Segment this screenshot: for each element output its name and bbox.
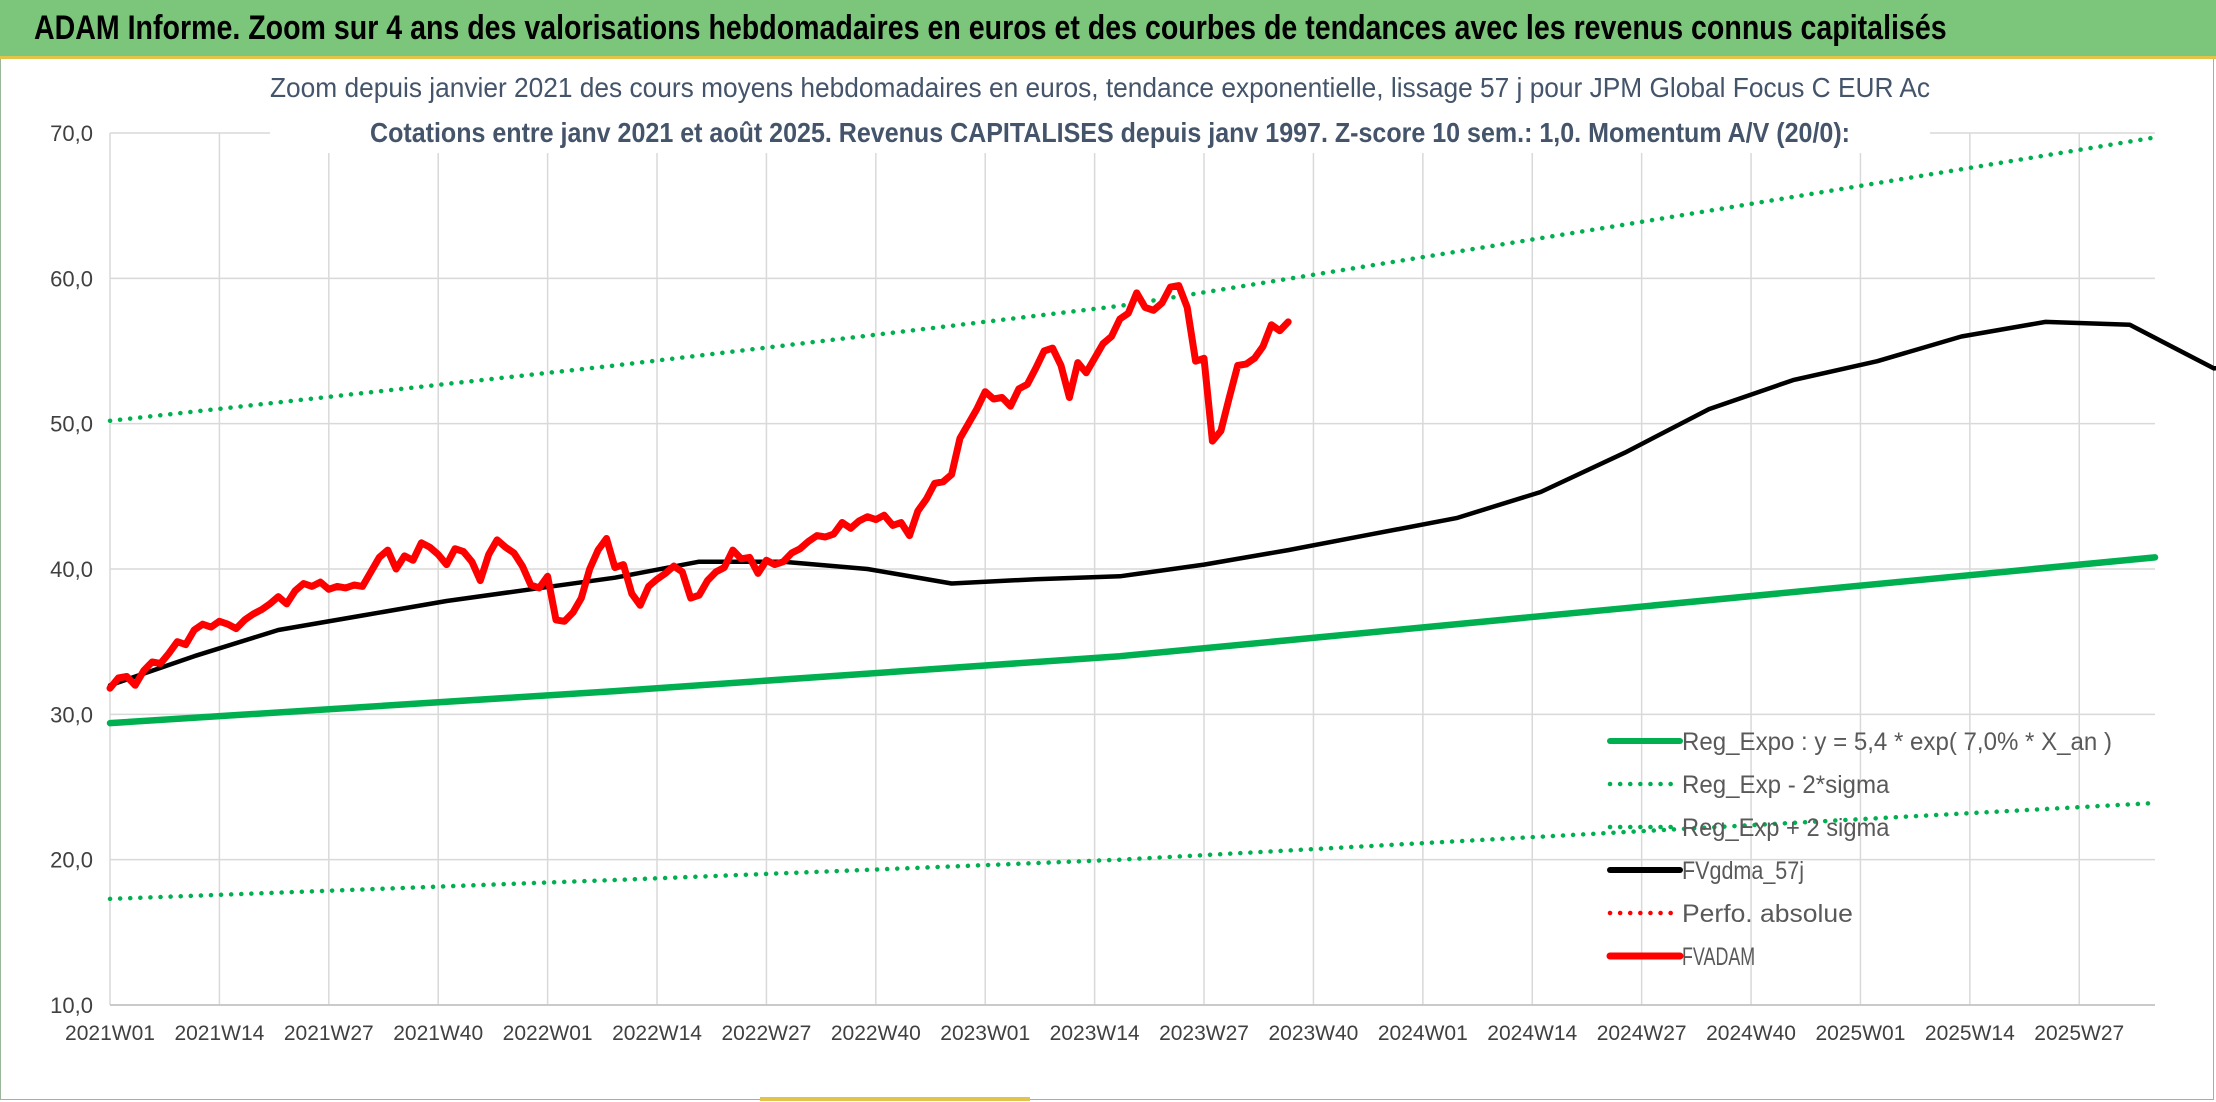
x-tick-label: 2021W40 bbox=[393, 1022, 483, 1045]
y-tick-label: 30,0 bbox=[50, 702, 93, 727]
x-tick-label: 2021W27 bbox=[284, 1022, 374, 1045]
legend-label: Reg_Exp - 2*sigma bbox=[1682, 771, 1889, 799]
x-tick-label: 2024W27 bbox=[1597, 1022, 1687, 1045]
report-title: ADAM Informe. Zoom sur 4 ans des valoris… bbox=[34, 9, 1947, 47]
legend-label: FVgdma_57j bbox=[1682, 857, 1804, 885]
y-tick-label: 10,0 bbox=[50, 993, 93, 1018]
legend-label: FVADAM bbox=[1682, 943, 1755, 971]
y-tick-label: 60,0 bbox=[50, 266, 93, 291]
series-line-reg_exp bbox=[107, 135, 2158, 424]
x-tick-label: 2023W27 bbox=[1159, 1022, 1249, 1045]
x-tick-label: 2023W14 bbox=[1050, 1022, 1140, 1045]
x-tick-label: 2022W40 bbox=[831, 1022, 921, 1045]
line-chart: 10,0 20,0 30,0 40,0 50,0 60,0 70,0 2021W01 2021W… bbox=[50, 61, 2216, 1045]
chart-title: Zoom depuis janvier 2021 des cours moyen… bbox=[270, 72, 1930, 103]
legend-label: Reg_Expo : y = 5,4 * exp( 7,0% * X_an ) bbox=[1682, 728, 2112, 756]
x-tick-label: 2022W01 bbox=[503, 1022, 593, 1045]
report-header: ADAM Informe. Zoom sur 4 ans des valoris… bbox=[0, 0, 2216, 59]
x-tick-label: 2025W01 bbox=[1815, 1022, 1905, 1045]
x-tick-label: 2023W40 bbox=[1268, 1022, 1358, 1045]
bottom-accent-bar bbox=[760, 1097, 1030, 1101]
x-tick-label: 2022W27 bbox=[721, 1022, 811, 1045]
y-tick-label: 70,0 bbox=[50, 121, 93, 146]
legend-label: Reg_Exp + 2 sigma bbox=[1682, 814, 1889, 842]
series-line-fvadam bbox=[106, 282, 1292, 692]
series-line-reg_exp bbox=[107, 800, 2158, 902]
x-tick-label: 2023W01 bbox=[940, 1022, 1030, 1045]
y-tick-label: 40,0 bbox=[50, 557, 93, 582]
legend-label: Perfo. absolue bbox=[1682, 900, 1853, 928]
x-tick-label: 2021W14 bbox=[174, 1022, 264, 1045]
series-line-reg_expo bbox=[106, 554, 2159, 727]
x-tick-label: 2024W14 bbox=[1487, 1022, 1577, 1045]
y-tick-label: 50,0 bbox=[50, 412, 93, 437]
y-tick-label: 20,0 bbox=[50, 848, 93, 873]
x-tick-label: 2024W01 bbox=[1378, 1022, 1468, 1045]
chart-subtitle: Cotations entre janv 2021 et août 2025. … bbox=[370, 117, 1850, 148]
x-tick-label: 2021W01 bbox=[65, 1022, 155, 1045]
x-tick-label: 2024W40 bbox=[1706, 1022, 1796, 1045]
x-tick-label: 2025W27 bbox=[2034, 1022, 2124, 1045]
chart-title-background bbox=[270, 61, 1930, 153]
x-tick-label: 2022W14 bbox=[612, 1022, 702, 1045]
series-line-fvgdma_57j bbox=[107, 319, 2216, 688]
x-tick-label: 2025W14 bbox=[1925, 1022, 2015, 1045]
